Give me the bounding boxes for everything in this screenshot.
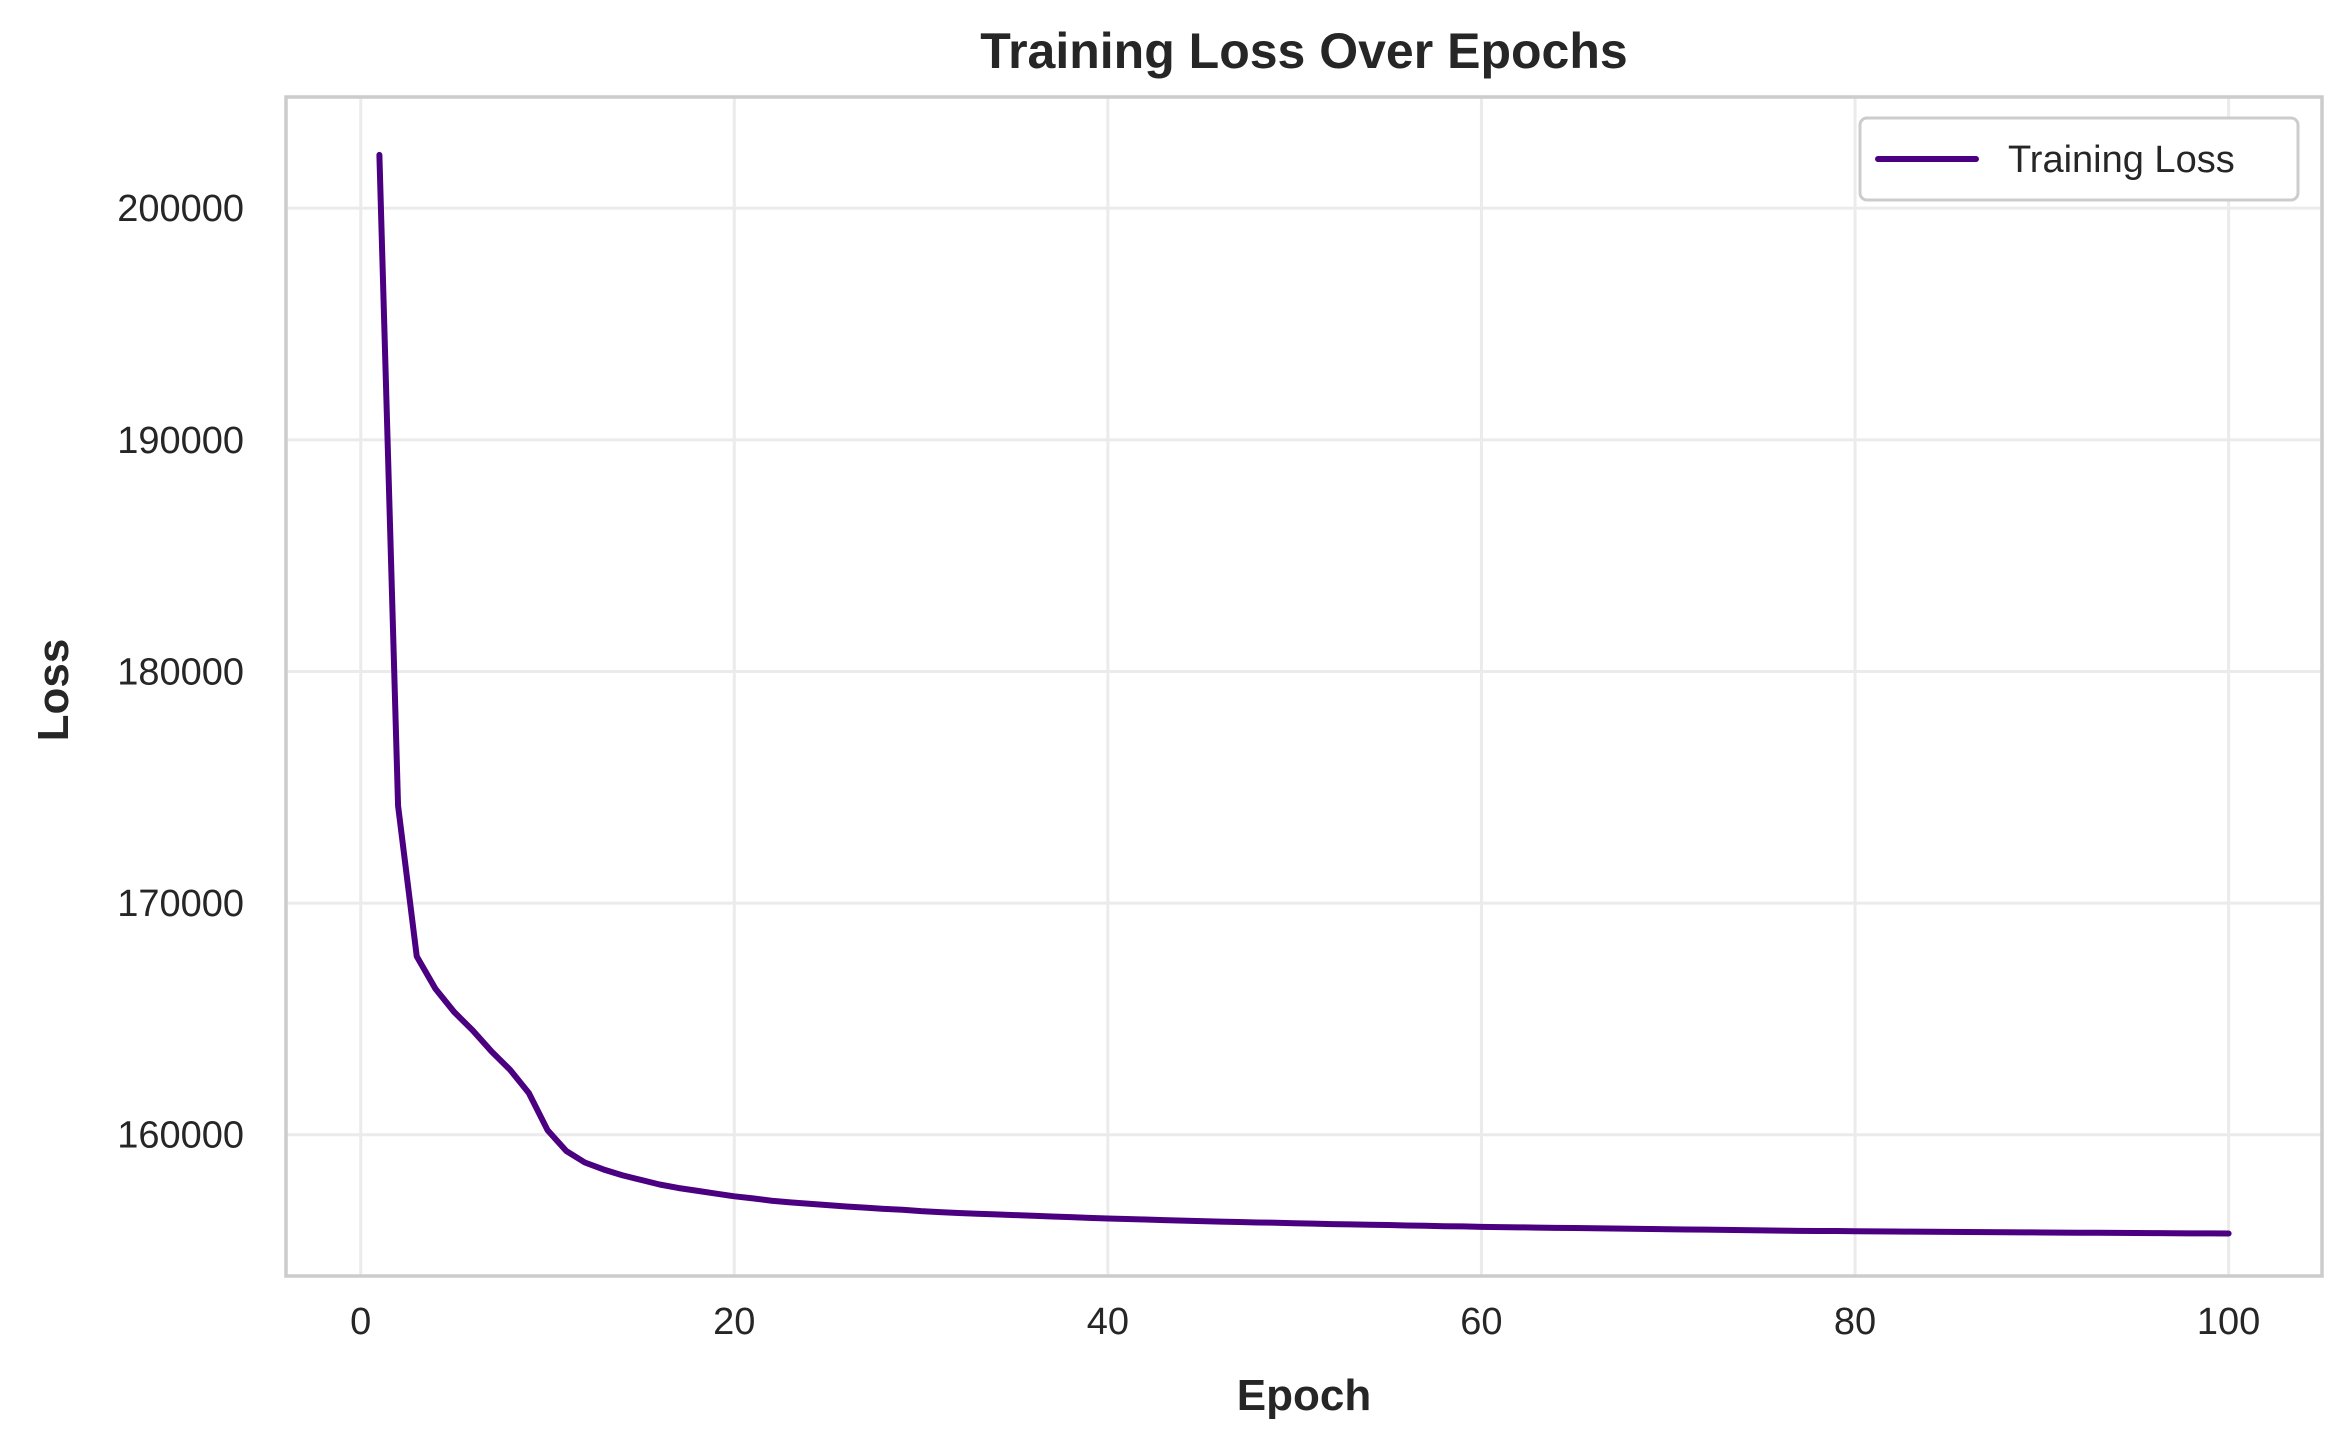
- x-tick-label: 20: [713, 1301, 755, 1343]
- x-axis-ticks: 0 20 40 60 80 100: [350, 1301, 2260, 1343]
- y-tick-label: 180000: [117, 651, 244, 693]
- y-axis-label: Loss: [29, 639, 78, 742]
- legend: Training Loss: [1858, 116, 2300, 202]
- legend-box: [1858, 116, 2300, 202]
- legend-label-training-loss: Training Loss: [2008, 139, 2235, 181]
- x-tick-label: 60: [1460, 1301, 1502, 1343]
- x-tick-label: 40: [1087, 1301, 1129, 1343]
- y-tick-label: 160000: [117, 1115, 244, 1157]
- y-tick-label: 170000: [117, 883, 244, 925]
- x-tick-label: 80: [1834, 1301, 1876, 1343]
- y-tick-label: 200000: [117, 188, 244, 230]
- x-axis-label: Epoch: [1237, 1371, 1371, 1420]
- chart-title: Training Loss Over Epochs: [980, 23, 1627, 79]
- series-line-training-loss: [376, 151, 2232, 1237]
- y-tick-label: 190000: [117, 420, 244, 462]
- grid: [286, 97, 2322, 1276]
- x-tick-label: 0: [350, 1301, 371, 1343]
- y-axis-ticks: 160000 170000 180000 190000 200000: [117, 188, 244, 1157]
- axes-frame: [284, 95, 2324, 1278]
- x-tick-label: 100: [2197, 1301, 2260, 1343]
- series-layer: [376, 151, 2232, 1237]
